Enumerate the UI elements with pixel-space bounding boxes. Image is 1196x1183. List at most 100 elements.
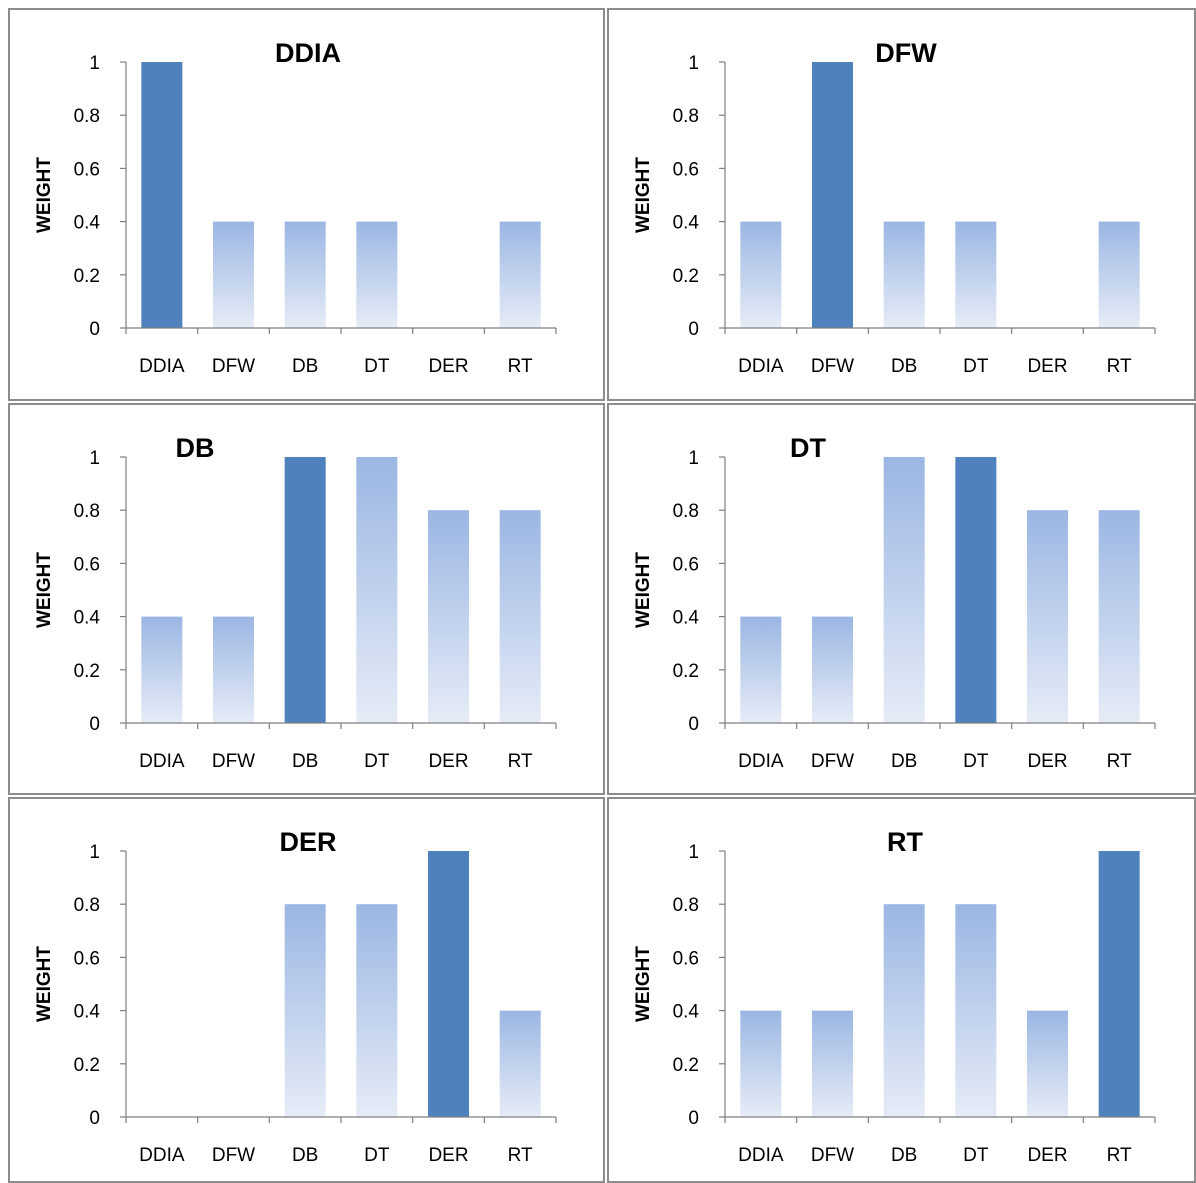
bar-dfw <box>812 62 853 328</box>
chart-svg: WEIGHT DDIA 0 0.2 0.4 0.6 0.8 1 DDIA DFW DB DT DER RT <box>34 38 557 377</box>
y-tick-label: 0.8 <box>74 501 100 522</box>
chart-title: DB <box>176 433 215 463</box>
chart-panel-der: WEIGHT DER 0 0.2 0.4 0.6 0.8 1 DDIA DFW DB DT DER RT <box>8 797 605 1183</box>
x-tick-label: DER <box>428 1145 468 1166</box>
bar-der <box>1027 1010 1068 1117</box>
x-tick-label: DB <box>891 1145 917 1166</box>
bar-dt <box>356 457 398 723</box>
y-tick-label: 0.2 <box>673 266 699 287</box>
bar-rt <box>499 221 541 328</box>
y-tick-label: 0.8 <box>74 106 100 127</box>
x-tick-label: DER <box>1027 356 1067 377</box>
y-axis-label: WEIGHT <box>633 157 654 233</box>
y-axis-label: WEIGHT <box>633 552 654 628</box>
y-tick-label: 0.4 <box>673 608 700 629</box>
chart-svg: WEIGHT RT 0 0.2 0.4 0.6 0.8 1 DDIA DFW DB DT DER RT <box>633 827 1156 1166</box>
y-tick-label: 0.8 <box>673 501 699 522</box>
x-tick-label: DT <box>963 751 989 772</box>
chart-title: DDIA <box>275 38 341 68</box>
bar-dt <box>955 457 997 723</box>
chart-title: DFW <box>875 38 937 68</box>
bar-der <box>428 851 469 1117</box>
chart-svg: WEIGHT DFW 0 0.2 0.4 0.6 0.8 1 DDIA DFW DB DT DER RT <box>633 38 1156 377</box>
chart-panel-ddia: WEIGHT DDIA 0 0.2 0.4 0.6 0.8 1 DDIA DFW DB DT DER RT <box>8 8 605 401</box>
x-tick-label: DT <box>963 356 989 377</box>
bar-dt <box>955 904 997 1117</box>
y-axis-label: WEIGHT <box>34 946 55 1022</box>
y-tick-label: 0.6 <box>673 159 699 180</box>
bar-db <box>284 457 326 723</box>
x-tick-label: RT <box>1107 356 1132 377</box>
x-tick-label: DFW <box>212 751 255 772</box>
y-tick-label: 0.2 <box>673 1055 699 1076</box>
bar-db <box>883 221 925 328</box>
bar-dfw <box>213 221 254 328</box>
chart-svg: WEIGHT DT 0 0.2 0.4 0.6 0.8 1 DDIA DFW DB DT DER RT <box>633 433 1156 772</box>
y-tick-label: 1 <box>688 842 699 863</box>
y-tick-label: 0.2 <box>74 1055 100 1076</box>
x-tick-label: DT <box>364 1145 390 1166</box>
x-tick-label: DB <box>891 751 917 772</box>
x-tick-label: DFW <box>212 1145 255 1166</box>
chart-panel-db: WEIGHT DB 0 0.2 0.4 0.6 0.8 1 DDIA DFW DB DT DER RT <box>8 403 605 795</box>
bar-ddia <box>740 616 782 723</box>
y-tick-label: 1 <box>688 448 699 469</box>
x-tick-label: DFW <box>811 1145 854 1166</box>
bar-rt <box>499 1010 541 1117</box>
y-axis-label: WEIGHT <box>34 157 55 233</box>
x-tick-label: DT <box>364 356 390 377</box>
y-tick-label: 0 <box>688 1108 699 1129</box>
y-tick-label: 1 <box>89 842 100 863</box>
x-tick-label: DFW <box>212 356 255 377</box>
bar-rt <box>1098 221 1140 328</box>
bar-dfw <box>213 616 254 723</box>
x-tick-label: DDIA <box>738 751 784 772</box>
y-tick-label: 0 <box>688 319 699 340</box>
x-tick-label: DDIA <box>139 751 185 772</box>
x-tick-label: DB <box>292 356 318 377</box>
chart-panel-dfw: WEIGHT DFW 0 0.2 0.4 0.6 0.8 1 DDIA DFW DB DT DER RT <box>607 8 1196 401</box>
bar-dfw <box>812 1010 853 1117</box>
y-tick-label: 0.2 <box>74 266 100 287</box>
y-axis-label: WEIGHT <box>633 946 654 1022</box>
y-axis-label: WEIGHT <box>34 552 55 628</box>
y-tick-label: 1 <box>688 53 699 74</box>
bar-dt <box>356 221 398 328</box>
y-tick-label: 0.6 <box>673 948 699 969</box>
x-tick-label: DB <box>292 1145 318 1166</box>
chart-title: DER <box>279 827 336 857</box>
bar-der <box>1027 510 1068 723</box>
bar-dt <box>955 221 997 328</box>
chart-svg: WEIGHT DB 0 0.2 0.4 0.6 0.8 1 DDIA DFW DB DT DER RT <box>34 433 557 772</box>
bar-dt <box>356 904 398 1117</box>
bar-ddia <box>141 616 183 723</box>
y-tick-label: 0.2 <box>673 661 699 682</box>
x-tick-label: DER <box>1027 751 1067 772</box>
y-tick-label: 0.4 <box>673 213 700 234</box>
x-tick-label: RT <box>1107 751 1132 772</box>
x-tick-label: DER <box>428 356 468 377</box>
bar-der <box>428 510 469 723</box>
y-tick-label: 0 <box>89 1108 100 1129</box>
x-tick-label: DFW <box>811 751 854 772</box>
chart-svg: WEIGHT DER 0 0.2 0.4 0.6 0.8 1 DDIA DFW DB DT DER RT <box>34 827 557 1166</box>
y-tick-label: 0.6 <box>74 159 100 180</box>
bar-rt <box>499 510 541 723</box>
y-tick-label: 1 <box>89 53 100 74</box>
x-tick-label: DER <box>1027 1145 1067 1166</box>
chart-panel-dt: WEIGHT DT 0 0.2 0.4 0.6 0.8 1 DDIA DFW DB DT DER RT <box>607 403 1196 795</box>
y-tick-label: 0.6 <box>74 554 100 575</box>
chart-title: RT <box>887 827 923 857</box>
y-tick-label: 0 <box>89 319 100 340</box>
x-tick-label: DDIA <box>738 356 784 377</box>
bar-db <box>883 457 925 723</box>
y-tick-label: 0.6 <box>74 948 100 969</box>
bar-db <box>284 904 326 1117</box>
bar-dfw <box>812 616 853 723</box>
bar-db <box>284 221 326 328</box>
bar-ddia <box>740 221 782 328</box>
y-tick-label: 0 <box>688 714 699 735</box>
x-tick-label: DFW <box>811 356 854 377</box>
bar-rt <box>1098 510 1140 723</box>
y-tick-label: 0.4 <box>673 1002 700 1023</box>
